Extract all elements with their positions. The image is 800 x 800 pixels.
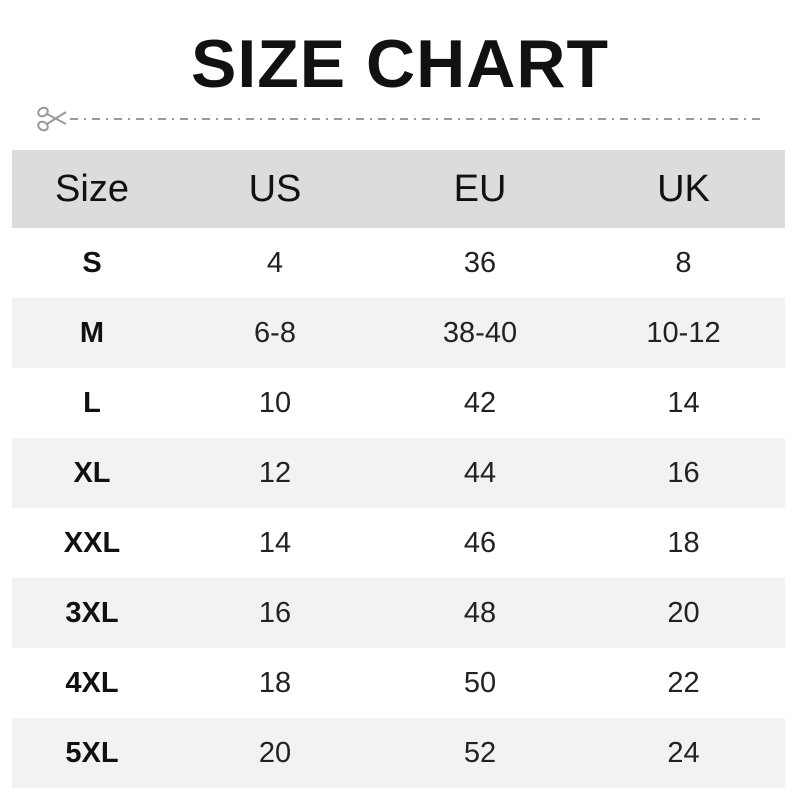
table-row: 3XL 16 48 20 [12,578,785,648]
cell-uk: 20 [582,578,785,648]
cell-us: 6-8 [172,298,378,368]
size-chart-table: Size US EU UK S 4 36 8 M 6-8 38-40 10-12 L 10 42 14… [12,150,785,788]
table-row: M 6-8 38-40 10-12 [12,298,785,368]
cell-size: S [82,246,102,279]
cell-eu: 52 [378,718,582,788]
cell-size: 3XL [12,578,172,648]
header-size: Size [12,150,172,228]
cell-eu: 42 [463,386,497,419]
cell-size: XL [12,438,172,508]
cell-us: 20 [172,718,378,788]
cell-uk: 16 [582,438,785,508]
table-row: S 4 36 8 [12,228,785,298]
cut-line [37,106,766,132]
cell-size: XXL [63,526,121,559]
cell-us: 14 [258,526,292,559]
cell-eu: 38-40 [378,298,582,368]
cell-uk: 8 [675,246,692,279]
table-row: XL 12 44 16 [12,438,785,508]
header-us: US [172,150,378,228]
cell-size: 4XL [65,666,119,699]
cell-us: 18 [258,666,292,699]
table-row: 4XL 18 50 22 [12,648,785,718]
page-title: SIZE CHART [191,26,609,102]
table-row: XXL 14 46 18 [12,508,785,578]
cell-us: 12 [172,438,378,508]
cell-eu: 36 [463,246,497,279]
cell-eu: 46 [463,526,497,559]
cell-uk: 14 [667,386,700,419]
cell-uk: 22 [667,666,700,699]
cell-uk: 10-12 [582,298,785,368]
cell-eu: 44 [378,438,582,508]
cell-eu: 50 [463,666,497,699]
cell-size: M [12,298,172,368]
header-uk: UK [582,150,785,228]
cell-uk: 18 [667,526,700,559]
cell-us: 4 [266,246,284,279]
cell-size: L [83,386,101,419]
scissors-icon [37,106,67,132]
table-header-row: Size US EU UK [12,150,785,228]
cell-us: 16 [172,578,378,648]
cell-uk: 24 [582,718,785,788]
cell-size: 5XL [12,718,172,788]
cell-us: 10 [258,386,292,419]
table-row: L 10 42 14 [12,368,785,438]
table-row: 5XL 20 52 24 [12,718,785,788]
header-eu: EU [378,150,582,228]
cell-eu: 48 [378,578,582,648]
